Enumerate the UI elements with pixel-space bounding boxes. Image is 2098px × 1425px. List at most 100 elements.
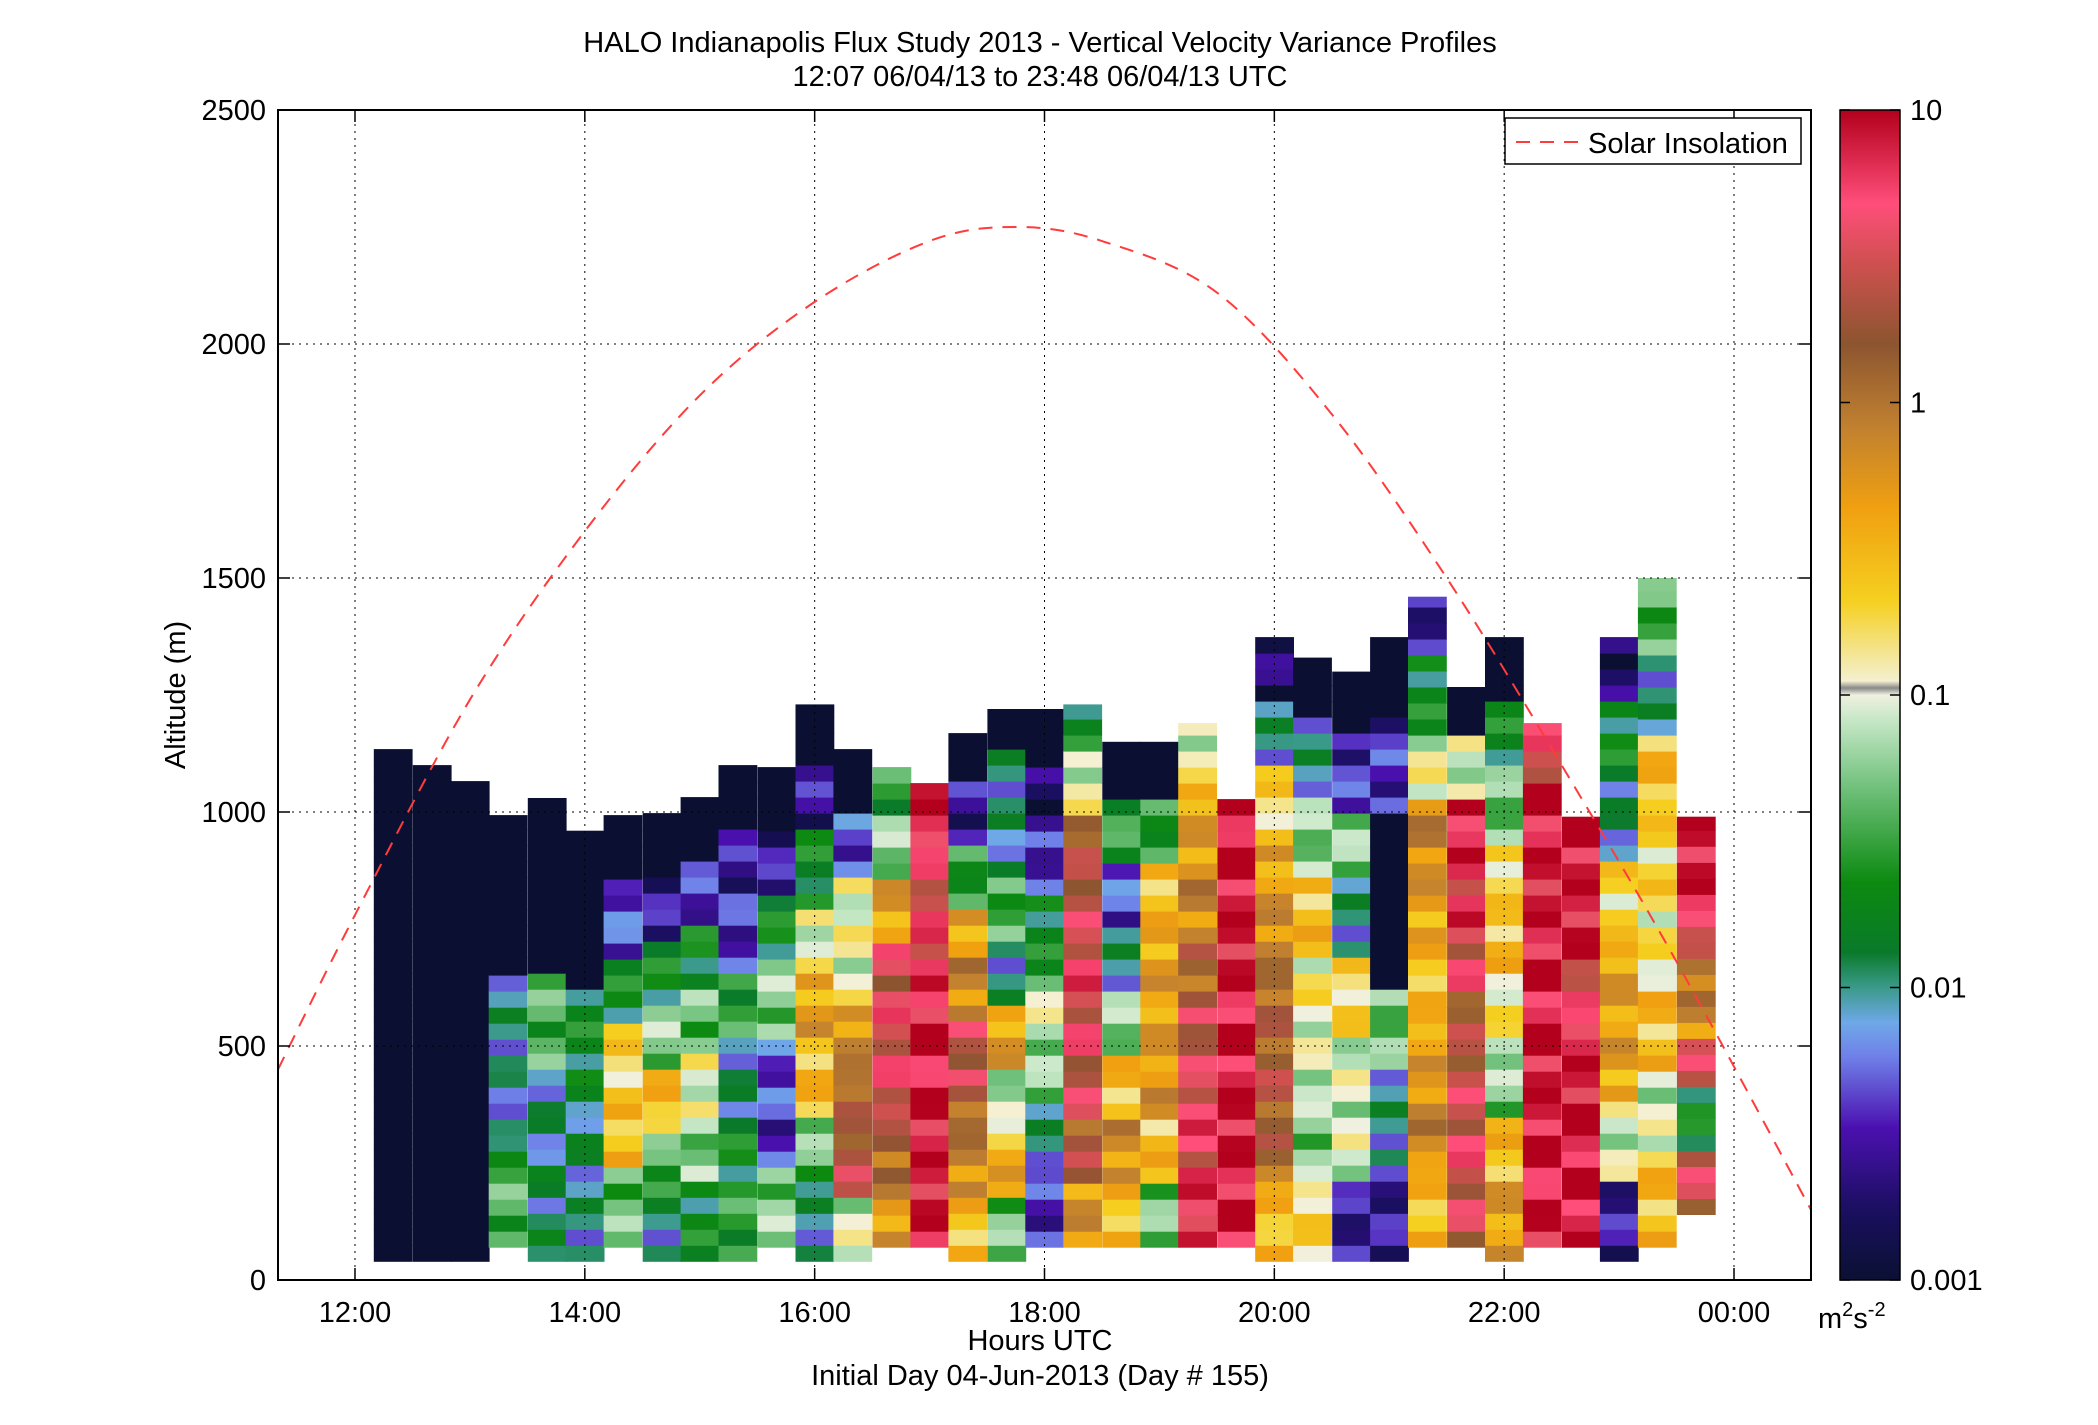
heatmap-cell — [1447, 1087, 1486, 1104]
heatmap-cell — [373, 1229, 413, 1246]
heatmap-cell — [373, 925, 413, 942]
heatmap-cell — [1293, 1229, 1332, 1246]
heatmap-cell — [1562, 927, 1601, 944]
heatmap-cell — [1140, 767, 1180, 784]
heatmap-cell — [412, 1101, 452, 1118]
heatmap-cell — [1676, 1166, 1716, 1183]
heatmap-cell — [565, 1037, 605, 1054]
colorbar-ticks: 0.001 0.01 0.1 1 10 — [1840, 95, 1983, 1297]
heatmap-cell — [1447, 1119, 1486, 1136]
x-axis-sublabel: Initial Day 04-Jun-2013 (Day # 155) — [811, 1360, 1269, 1392]
heatmap-cell — [1332, 1213, 1371, 1230]
heatmap-cell — [1217, 879, 1257, 896]
heatmap-cell — [872, 1167, 912, 1184]
heatmap-cell — [1408, 735, 1447, 752]
heatmap-cell — [1370, 1101, 1409, 1118]
heatmap-cell — [795, 797, 835, 814]
heatmap-cell — [412, 1165, 452, 1182]
heatmap-cell — [1599, 717, 1639, 734]
heatmap-cell — [795, 1053, 835, 1070]
heatmap-cell — [1522, 1215, 1562, 1232]
heatmap-cell — [1217, 1087, 1257, 1104]
heatmap-cell — [603, 943, 643, 960]
heatmap-cell — [795, 704, 835, 718]
heatmap-cell — [1293, 749, 1332, 766]
heatmap-cell — [757, 767, 797, 784]
heatmap-cell — [1255, 973, 1294, 990]
heatmap-cell — [1562, 1231, 1601, 1248]
heatmap-cell — [1255, 1197, 1294, 1214]
heatmap-cell — [1063, 704, 1103, 720]
heatmap-cell — [872, 1215, 912, 1232]
heatmap-cell — [1102, 783, 1142, 800]
heatmap-cell — [527, 861, 567, 878]
heatmap-cell — [412, 1005, 452, 1022]
heatmap-cell — [1370, 765, 1409, 782]
heatmap-cell — [1485, 701, 1524, 718]
heatmap-cell — [757, 1007, 797, 1024]
heatmap-cell — [1102, 879, 1142, 896]
heatmap-cell — [1370, 1181, 1409, 1198]
heatmap-cell — [1599, 893, 1639, 910]
heatmap-cell — [833, 845, 873, 862]
heatmap-cell — [948, 861, 988, 878]
heatmap-cell — [795, 909, 835, 926]
heatmap-cell — [1676, 1150, 1716, 1167]
heatmap-cell — [373, 845, 413, 862]
heatmap-cell — [1178, 1055, 1217, 1072]
heatmap-cell — [1255, 941, 1294, 958]
heatmap-cell — [1599, 957, 1639, 974]
heatmap-cell — [450, 1069, 490, 1086]
heatmap-cell — [1522, 847, 1562, 864]
heatmap-cell — [987, 829, 1027, 846]
heatmap-cell — [1293, 1213, 1332, 1230]
heatmap-cell — [603, 895, 643, 912]
heatmap-cell — [1599, 909, 1639, 926]
heatmap-cell — [948, 749, 988, 766]
heatmap-cell — [527, 1197, 567, 1214]
heatmap-cell — [872, 767, 912, 784]
heatmap-cell — [795, 717, 835, 734]
heatmap-cell — [1102, 959, 1142, 976]
heatmap-cell — [642, 1117, 682, 1134]
heatmap-cell — [1025, 895, 1065, 912]
heatmap-cell — [1522, 723, 1562, 736]
heatmap-cell — [527, 1165, 567, 1182]
heatmap-cell — [1370, 861, 1409, 878]
heatmap-cell — [910, 991, 950, 1008]
heatmap-cell — [1102, 741, 1142, 752]
heatmap-cell — [527, 1037, 567, 1054]
heatmap-cell — [1178, 751, 1217, 768]
heatmap-cell — [1293, 989, 1332, 1006]
heatmap-cell — [1599, 1245, 1639, 1262]
heatmap-cell — [1599, 1069, 1639, 1086]
heatmap-cell — [1293, 861, 1332, 878]
heatmap-cell — [1178, 879, 1217, 896]
heatmap-cell — [1522, 735, 1562, 752]
heatmap-cell — [680, 893, 720, 910]
heatmap-cell — [450, 1085, 490, 1102]
heatmap-cell — [1217, 1199, 1257, 1216]
solar-insolation-line — [277, 225, 1812, 1211]
heatmap-cell — [1370, 637, 1409, 654]
heatmap-cell — [987, 1101, 1027, 1118]
heatmap-cell — [1562, 847, 1601, 864]
heatmap-cell — [412, 1053, 452, 1070]
heatmap-cell — [1447, 751, 1486, 768]
heatmap-cell — [1485, 1101, 1524, 1118]
heatmap-cell — [1562, 1199, 1601, 1216]
heatmap-cell — [680, 1245, 720, 1262]
heatmap-cell — [1140, 799, 1180, 816]
heatmap-cell — [488, 943, 528, 960]
heatmap-cell — [603, 1199, 643, 1216]
heatmap-cell — [1178, 1231, 1217, 1248]
heatmap-cell — [872, 911, 912, 928]
heatmap-cell — [1562, 991, 1601, 1008]
heatmap-cell — [1063, 831, 1103, 848]
heatmap-cell — [1599, 701, 1639, 718]
heatmap-cell — [1562, 1167, 1601, 1184]
heatmap-cell — [1408, 596, 1447, 608]
heatmap-cell — [757, 1199, 797, 1216]
heatmap-cell — [872, 1183, 912, 1200]
heatmap-cell — [488, 847, 528, 864]
